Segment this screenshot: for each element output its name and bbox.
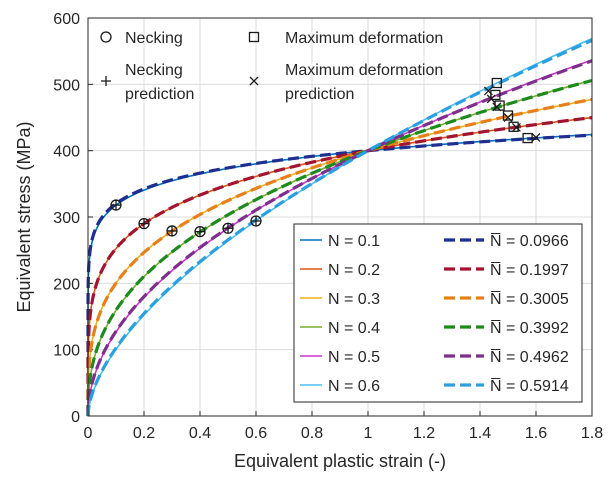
series-legend-label: N = 0.2 bbox=[328, 262, 380, 279]
series-legend-label: N = 0.4 bbox=[328, 320, 380, 337]
series-legend-label: N = 0.1 bbox=[328, 233, 380, 250]
necking-prediction-marker bbox=[111, 200, 121, 211]
marker-legend-label: Maximum deformation bbox=[285, 30, 443, 47]
series-line bbox=[86, 116, 593, 416]
x-tick-label: 0.6 bbox=[245, 425, 267, 442]
series-legend-label: N = 0.5 bbox=[328, 349, 380, 366]
necking-prediction-marker bbox=[223, 223, 233, 234]
x-tick-label: 1 bbox=[364, 425, 373, 442]
necking-prediction-marker bbox=[195, 226, 205, 237]
maximum-deformation-marker bbox=[491, 77, 502, 89]
plot-frame bbox=[87, 17, 593, 417]
x-tick-label: 0.2 bbox=[133, 425, 155, 442]
series-line bbox=[86, 97, 593, 416]
maximum-deformation-prediction-legend-symbol bbox=[249, 76, 259, 86]
x-tick-label: 1.4 bbox=[469, 425, 491, 442]
marker-legend-label: Necking bbox=[125, 30, 183, 47]
x-tick-labels: 0 0.2 0.4 0.6 0.8 1 1.2 1.4 1.6 1.8 bbox=[84, 425, 604, 442]
maximum-deformation-prediction-marker bbox=[531, 132, 541, 142]
maximum-deformation-legend-symbol bbox=[248, 31, 260, 43]
y-axis-label: Equivalent stress (MPa) bbox=[14, 121, 34, 312]
x-tick-label: 0 bbox=[84, 425, 93, 442]
y-tick-label: 200 bbox=[53, 276, 80, 293]
marker-legend-label: Maximum deformation bbox=[285, 62, 443, 79]
maximum-deformation-prediction-marker bbox=[511, 122, 521, 132]
x-tick-label: 1.2 bbox=[413, 425, 435, 442]
series-legend-label: N̅ = 0.3005 bbox=[490, 290, 569, 308]
necking-prediction-legend-symbol bbox=[101, 76, 111, 86]
y-tick-label: 100 bbox=[53, 343, 80, 360]
series-legend: N = 0.1 N = 0.2 N = 0.3 N = 0.4 N = 0.5 N = 0… bbox=[293, 223, 583, 403]
maximum-deformation-marker bbox=[490, 89, 501, 101]
series-legend-label: N = 0.6 bbox=[328, 378, 380, 395]
series-curves bbox=[86, 37, 593, 416]
series-legend-label: N̅ = 0.3992 bbox=[490, 319, 569, 337]
marker-legend-label: prediction bbox=[125, 86, 194, 103]
x-tick-label: 1.8 bbox=[581, 425, 603, 442]
maximum-deformation-marker bbox=[502, 110, 514, 121]
x-tick-label: 0.8 bbox=[301, 425, 323, 442]
maximum-deformation-prediction-marker bbox=[486, 94, 496, 104]
series-line bbox=[86, 38, 593, 416]
series-legend-label: N = 0.3 bbox=[328, 291, 380, 308]
y-tick-label: 400 bbox=[53, 144, 80, 161]
series-line bbox=[86, 59, 593, 416]
series-legend-label: N̅ = 0.4962 bbox=[490, 348, 569, 366]
y-tick-label: 300 bbox=[53, 210, 80, 227]
series-legend-label: N̅ = 0.1997 bbox=[490, 261, 569, 279]
marker-legend: Necking Maximum deformation Necking predict… bbox=[100, 30, 443, 103]
maximum-deformation-prediction-marker bbox=[483, 86, 493, 96]
maximum-deformation-marker bbox=[508, 121, 519, 132]
y-tick-label: 0 bbox=[71, 409, 80, 426]
maximum-deformation-prediction-marker bbox=[492, 102, 502, 112]
necking-prediction-marker bbox=[167, 225, 177, 236]
y-tick-labels: 0 100 200 300 400 500 600 bbox=[53, 11, 80, 426]
necking-prediction-marker bbox=[139, 218, 149, 229]
necking-legend-symbol bbox=[100, 31, 112, 43]
series-legend-label: N̅ = 0.5914 bbox=[490, 377, 569, 395]
y-tick-label: 600 bbox=[53, 11, 80, 28]
data-markers bbox=[110, 77, 541, 238]
series-line bbox=[86, 78, 593, 416]
maximum-deformation-prediction-marker bbox=[503, 113, 513, 122]
marker-legend-label: Necking bbox=[125, 62, 183, 79]
marker-legend-label: prediction bbox=[285, 86, 354, 103]
series-line bbox=[86, 133, 593, 416]
x-tick-label: 1.6 bbox=[525, 425, 547, 442]
x-axis-label: Equivalent plastic strain (-) bbox=[234, 451, 446, 471]
series-legend-box bbox=[293, 223, 583, 403]
x-tick-label: 0.4 bbox=[189, 425, 211, 442]
y-tick-label: 500 bbox=[53, 77, 80, 94]
necking-prediction-marker bbox=[251, 215, 261, 226]
series-legend-label: N̅ = 0.0966 bbox=[490, 232, 569, 250]
maximum-deformation-marker bbox=[522, 132, 533, 144]
